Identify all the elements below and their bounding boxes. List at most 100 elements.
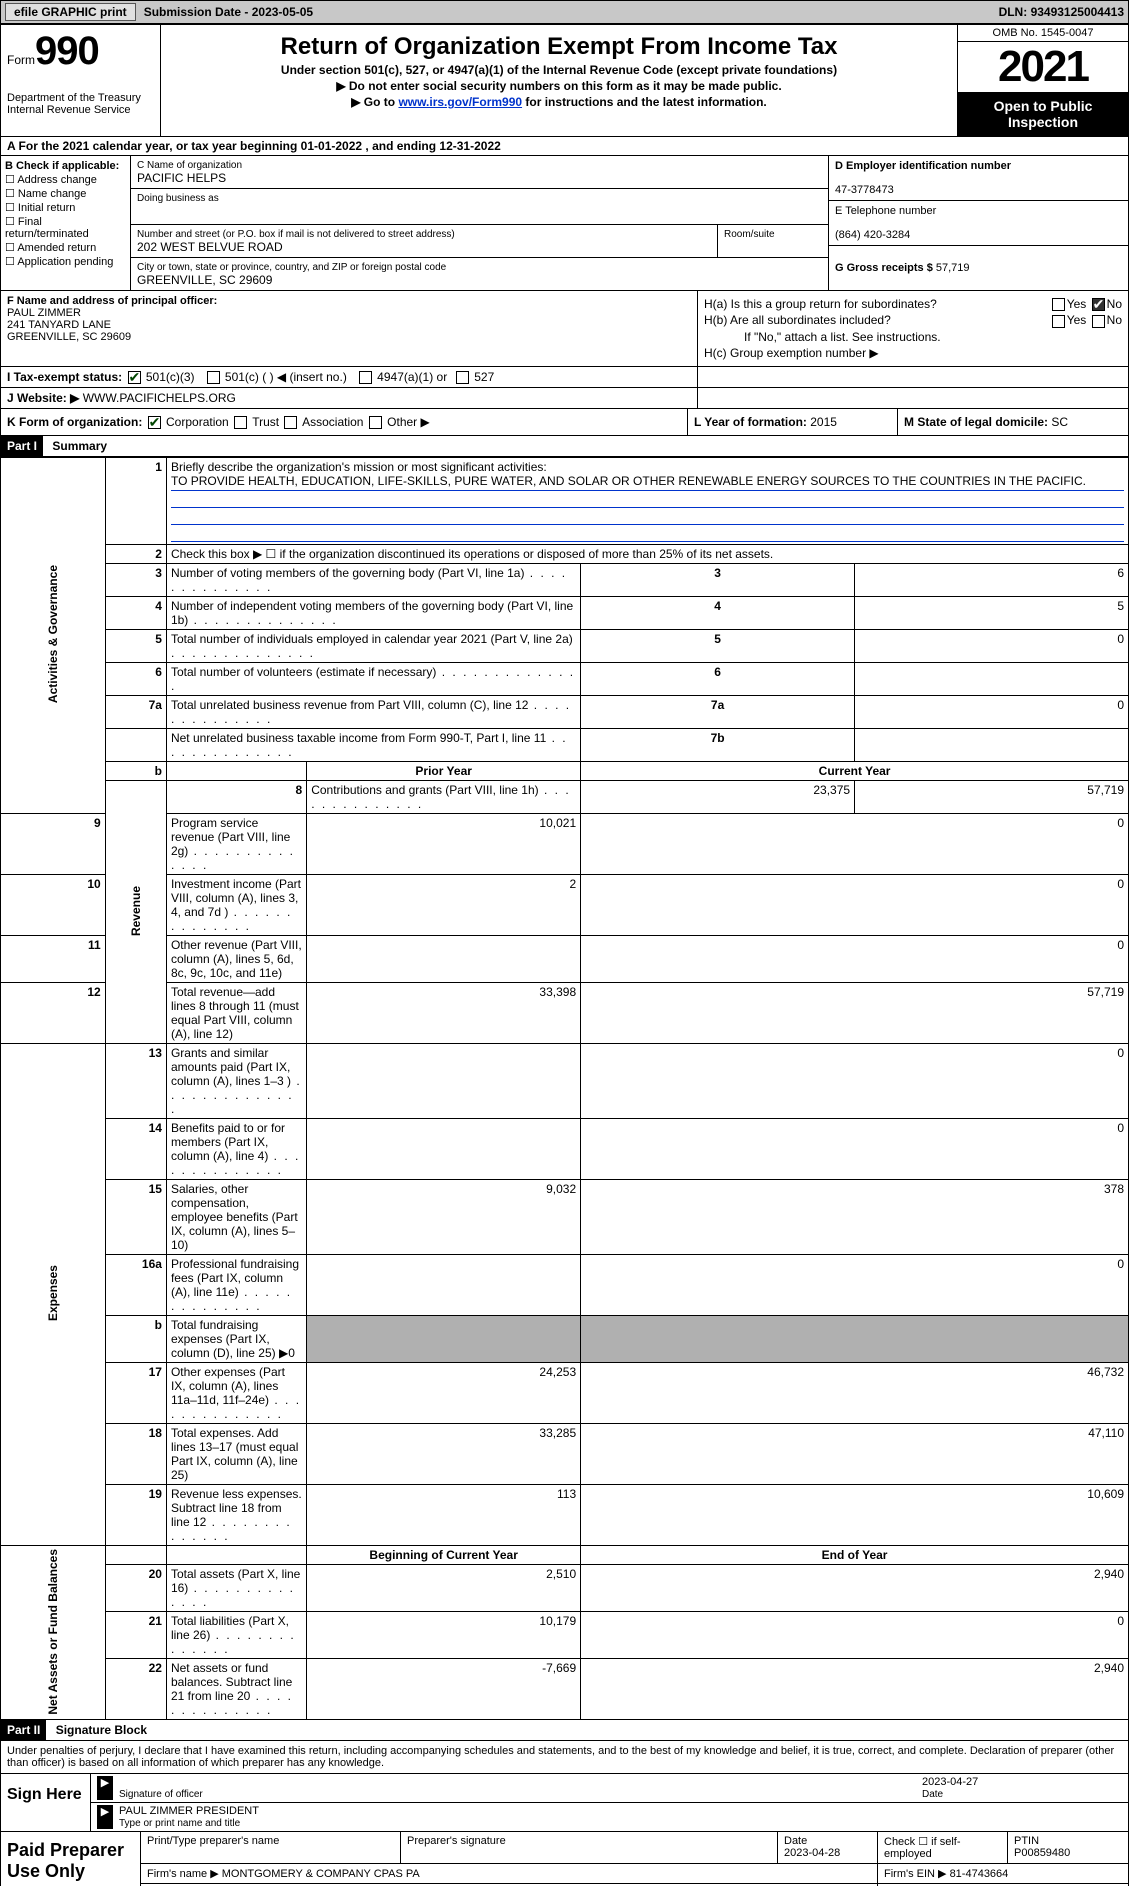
sig-officer-line: ▶ Signature of officer 2023-04-27Date — [91, 1774, 1128, 1803]
e18-d: Total expenses. Add lines 13–17 (must eq… — [166, 1424, 306, 1485]
dba-label: Doing business as — [137, 193, 219, 204]
r12-d: Total revenue—add lines 8 through 11 (mu… — [166, 983, 306, 1044]
mission-text: TO PROVIDE HEALTH, EDUCATION, LIFE-SKILL… — [171, 474, 1124, 491]
e13-p — [307, 1044, 581, 1119]
yearline-mid: , and ending — [362, 139, 439, 153]
ha-no[interactable] — [1092, 298, 1105, 311]
n22-n: 22 — [105, 1659, 166, 1720]
ptin-label: PTIN — [1014, 1835, 1039, 1847]
dba-row: Doing business as — [131, 189, 828, 225]
chk-initial-return[interactable]: ☐ Initial return — [5, 201, 126, 214]
row-klm: K Form of organization: Corporation Trus… — [0, 409, 1129, 436]
arrow-icon-2: ▶ — [97, 1805, 113, 1829]
hb-no[interactable] — [1092, 315, 1105, 328]
dln: DLN: 93493125004413 — [999, 5, 1124, 19]
street-value: 202 WEST BELVUE ROAD — [137, 240, 711, 254]
r10-p: 2 — [307, 875, 581, 936]
chk-name-change[interactable]: ☐ Name change — [5, 187, 126, 200]
sign-right: ▶ Signature of officer 2023-04-27Date ▶ … — [91, 1774, 1128, 1831]
irs-link[interactable]: www.irs.gov/Form990 — [398, 95, 522, 109]
subtitle-3: Go to www.irs.gov/Form990 for instructio… — [167, 95, 951, 109]
part1-title: Summary — [46, 436, 113, 456]
sig-date-cell: 2023-04-27Date — [922, 1776, 1122, 1800]
r12-c: 57,719 — [581, 983, 1129, 1044]
e16a-c: 0 — [581, 1255, 1129, 1316]
chk-corp[interactable] — [148, 416, 161, 429]
gov-row-3: 3Number of voting members of the governi… — [1, 564, 1129, 597]
chk-app-pending[interactable]: ☐ Application pending — [5, 255, 126, 268]
chk-501c[interactable] — [207, 371, 220, 384]
row-j-right — [698, 388, 1128, 408]
website-value: WWW.PACIFICHELPS.ORG — [83, 391, 236, 405]
chk-other[interactable] — [369, 416, 382, 429]
ln2-desc: Check this box ▶ ☐ if the organization d… — [166, 545, 1128, 564]
sig-officer-cell: Signature of officer — [113, 1776, 922, 1800]
l-label: L Year of formation: — [694, 415, 810, 429]
org-name-label: C Name of organization — [137, 160, 242, 171]
tax-year: 2021 — [958, 42, 1128, 92]
m-label: M State of legal domicile: — [904, 415, 1051, 429]
city-value: GREENVILLE, SC 29609 — [137, 273, 822, 287]
side-net-lbl: Net Assets or Fund Balances — [46, 1549, 60, 1715]
hc-row: H(c) Group exemption number ▶ — [704, 346, 1122, 360]
tax-year-line: A For the 2021 calendar year, or tax yea… — [0, 137, 1129, 156]
e19-d: Revenue less expenses. Subtract line 18 … — [166, 1485, 306, 1546]
firm-ein-cell: Firm's EIN ▶ 81-4743664 — [878, 1864, 1128, 1883]
prep-row2: Firm's name ▶ MONTGOMERY & COMPANY CPAS … — [141, 1864, 1128, 1884]
hb-yes[interactable] — [1052, 315, 1065, 328]
row-j: J Website: ▶ WWW.PACIFICHELPS.ORG — [0, 388, 1129, 409]
signature-block: Under penalties of perjury, I declare th… — [0, 1741, 1129, 1886]
firm-addr-cell: Firm's address ▶ 101 ROPER CREEK DRIVE G… — [141, 1884, 878, 1886]
chk-final-lbl: Final return/terminated — [5, 216, 89, 240]
m-value: SC — [1051, 415, 1068, 429]
section-bcd: B Check if applicable: ☐ Address change … — [0, 156, 1129, 291]
chk-527[interactable] — [456, 371, 469, 384]
g3-ln: 3 — [581, 564, 855, 597]
r11-c: 0 — [581, 936, 1129, 983]
g7b-ln: 7b — [581, 729, 855, 762]
submission-date-label: Submission Date - — [144, 5, 252, 19]
chk-final-return[interactable]: ☐ Final return/terminated — [5, 215, 126, 240]
no-lbl2: No — [1107, 313, 1122, 327]
n20-n: 20 — [105, 1565, 166, 1612]
col-de: D Employer identification number 47-3778… — [828, 156, 1128, 290]
prep-name-label: Print/Type preparer's name — [141, 1832, 401, 1863]
efile-print-button[interactable]: efile GRAPHIC print — [5, 3, 136, 21]
officer-name: PAUL ZIMMER — [7, 307, 81, 319]
r8-p: 23,375 — [581, 781, 855, 814]
e13-d: Grants and similar amounts paid (Part IX… — [166, 1044, 306, 1119]
omb-number: OMB No. 1545-0047 — [958, 25, 1128, 42]
chk-address-change[interactable]: ☐ Address change — [5, 173, 126, 186]
chk-assoc[interactable] — [284, 416, 297, 429]
col-b-header: B Check if applicable: — [5, 160, 126, 172]
e14-c: 0 — [581, 1119, 1129, 1180]
hb-row: H(b) Are all subordinates included? Yes … — [704, 313, 1122, 327]
nethdr-n — [105, 1546, 166, 1565]
ha-yes[interactable] — [1052, 298, 1065, 311]
g4-ln: 4 — [581, 597, 855, 630]
n21-d: Total liabilities (Part X, line 26) — [166, 1612, 306, 1659]
chk-trust[interactable] — [234, 416, 247, 429]
q1-label: Briefly describe the organization's miss… — [171, 460, 547, 474]
opt-501c3: 501(c)(3) — [146, 370, 195, 384]
e19-c: 10,609 — [581, 1485, 1129, 1546]
tax-exempt-status: I Tax-exempt status: 501(c)(3) 501(c) ( … — [1, 367, 698, 387]
g7a-n: 7a — [105, 696, 166, 729]
ha-yn: Yes No — [1050, 297, 1122, 311]
gov-row-6: 6Total number of volunteers (estimate if… — [1, 663, 1129, 696]
prep-sig-label: Preparer's signature — [401, 1832, 778, 1863]
hb-label: H(b) Are all subordinates included? — [704, 313, 1050, 327]
g5-ln: 5 — [581, 630, 855, 663]
chk-501c3[interactable] — [128, 371, 141, 384]
g7a-d: Total unrelated business revenue from Pa… — [166, 696, 580, 729]
sig-date-value: 2023-04-27 — [922, 1776, 978, 1788]
chk-amended-return[interactable]: ☐ Amended return — [5, 241, 126, 254]
chk-4947[interactable] — [359, 371, 372, 384]
e15-n: 15 — [105, 1180, 166, 1255]
form-header: Form990 Department of the Treasury Inter… — [0, 24, 1129, 137]
gov-row-7b: Net unrelated business taxable income fr… — [1, 729, 1129, 762]
subtitle-2: Do not enter social security numbers on … — [167, 79, 951, 93]
r9-n: 9 — [1, 814, 106, 875]
e14-n: 14 — [105, 1119, 166, 1180]
chk-name-lbl: Name change — [18, 188, 87, 200]
